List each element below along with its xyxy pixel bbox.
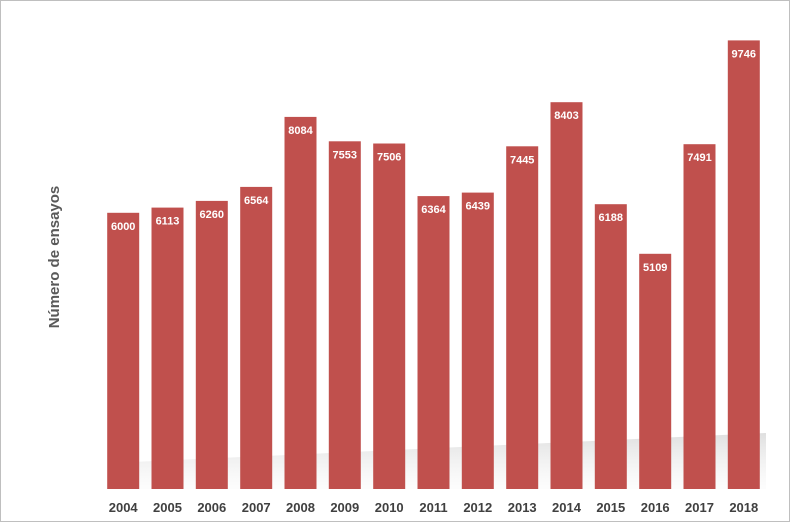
x-tick-label-2006: 2006	[197, 500, 226, 515]
x-tick-label-2016: 2016	[641, 500, 670, 515]
x-tick-label-2012: 2012	[463, 500, 492, 515]
data-labels-group: 6000 6113 6260 6564 8084 7553 7506 6364 6439 7445…	[111, 48, 756, 273]
x-tick-label-2008: 2008	[286, 500, 315, 515]
x-tick-label-2010: 2010	[375, 500, 404, 515]
data-label-2006: 6260	[200, 209, 224, 221]
data-label-2015: 6188	[599, 212, 623, 224]
x-tick-label-2004: 2004	[109, 500, 139, 515]
y-axis-label: Número de ensayos	[46, 186, 63, 329]
data-label-2016: 5109	[643, 262, 667, 274]
x-tick-label-2011: 2011	[419, 500, 447, 515]
bar-2004	[107, 212, 140, 490]
data-label-2007: 6564	[244, 195, 269, 207]
bar-2008	[284, 116, 317, 490]
x-tick-label-2009: 2009	[330, 500, 359, 515]
bar-2012	[461, 192, 494, 489]
data-label-2018: 9746	[732, 48, 756, 60]
x-tick-label-2017: 2017	[685, 500, 714, 515]
data-label-2017: 7491	[687, 152, 711, 164]
bar-2011	[417, 196, 450, 489]
bar-2010	[373, 143, 406, 489]
x-tick-label-2005: 2005	[153, 500, 182, 515]
data-label-2004: 6000	[111, 221, 135, 233]
bar-2015	[594, 204, 627, 489]
bar-2016	[639, 253, 672, 489]
bar-2018	[727, 40, 760, 490]
x-tick-label-2015: 2015	[596, 500, 625, 515]
x-tick-label-2014: 2014	[552, 500, 582, 515]
data-label-2005: 6113	[156, 216, 180, 228]
x-tick-label-2013: 2013	[508, 500, 537, 515]
x-tick-label-2007: 2007	[242, 500, 271, 515]
data-label-2013: 7445	[510, 154, 534, 166]
x-tick-label-2018: 2018	[729, 500, 758, 515]
bar-2005	[151, 207, 184, 489]
bar-2013	[506, 146, 539, 490]
data-label-2008: 8084	[288, 125, 313, 137]
bars-group	[107, 40, 760, 490]
x-tick-labels-group: 2004 2005 2006 2007 2008 2009 2010 2011 2012 2013…	[109, 500, 759, 515]
data-label-2010: 7506	[377, 152, 401, 164]
data-label-2009: 7553	[333, 149, 357, 161]
data-label-2012: 6439	[466, 201, 490, 213]
bar-2006	[195, 200, 228, 489]
bar-2017	[683, 144, 716, 489]
bar-2014	[550, 102, 583, 489]
bar-2007	[240, 186, 273, 489]
data-label-2011: 6364	[421, 204, 446, 216]
bar-2009	[328, 141, 361, 490]
data-label-2014: 8403	[554, 110, 578, 122]
